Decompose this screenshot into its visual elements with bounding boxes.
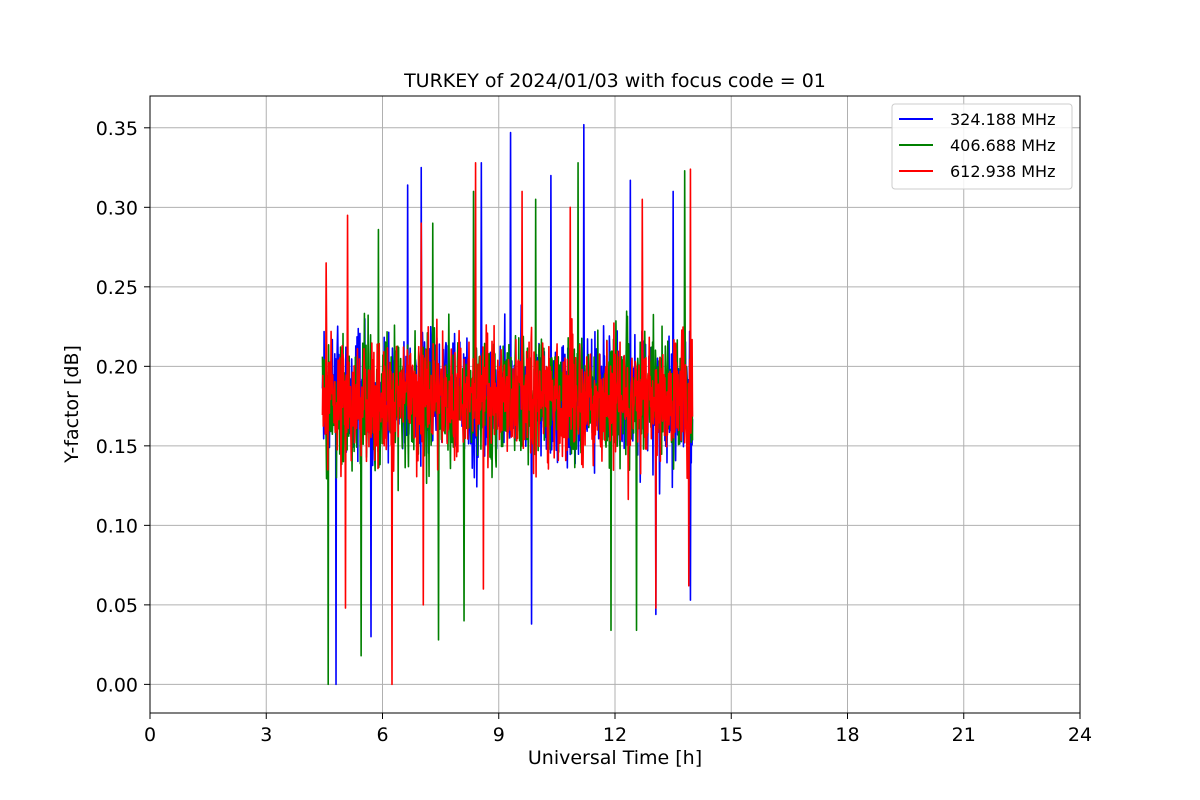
y-tick-label: 0.00 bbox=[96, 674, 138, 696]
x-tick-label: 18 bbox=[835, 724, 859, 746]
y-tick-label: 0.25 bbox=[96, 277, 138, 299]
y-tick-label: 0.05 bbox=[96, 595, 138, 617]
y-tick-label: 0.35 bbox=[96, 118, 138, 140]
series-layer bbox=[321, 123, 694, 686]
series-line-3 bbox=[321, 161, 694, 686]
y-tick-label: 0.15 bbox=[96, 436, 138, 458]
x-tick-label: 3 bbox=[260, 724, 272, 746]
legend-label-1: 324.188 MHz bbox=[950, 110, 1055, 129]
x-tick-label: 24 bbox=[1068, 724, 1092, 746]
x-axis-label: Universal Time [h] bbox=[528, 747, 702, 769]
x-tick-label: 0 bbox=[144, 724, 156, 746]
legend: 324.188 MHz 406.688 MHz 612.938 MHz bbox=[891, 103, 1073, 190]
y-tick-label: 0.20 bbox=[96, 356, 138, 378]
legend-box bbox=[891, 103, 1073, 190]
x-tick-label: 21 bbox=[952, 724, 976, 746]
y-tick-label: 0.10 bbox=[96, 515, 138, 537]
y-axis-label: Y-factor [dB] bbox=[61, 345, 83, 464]
chart-title: TURKEY of 2024/01/03 with focus code = 0… bbox=[403, 70, 826, 92]
legend-label-3: 612.938 MHz bbox=[950, 162, 1055, 181]
y-tick-label: 0.30 bbox=[96, 197, 138, 219]
legend-label-2: 406.688 MHz bbox=[950, 136, 1055, 155]
x-tick-label: 6 bbox=[376, 724, 388, 746]
x-tick-label: 12 bbox=[603, 724, 627, 746]
x-tick-label: 15 bbox=[719, 724, 743, 746]
x-tick-label: 9 bbox=[493, 724, 505, 746]
axis-ticks: 0 3 6 9 12 15 18 21 24 0.00 0.05 0.10 0.15 0.20 0.25 0.… bbox=[96, 118, 1092, 746]
